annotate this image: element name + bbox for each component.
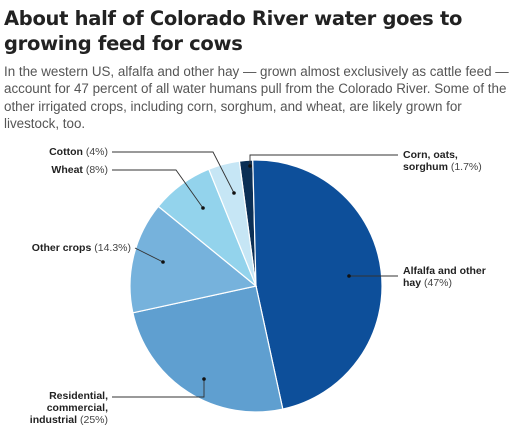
pie-slice-other-crops	[129, 205, 258, 314]
leader-dot	[161, 260, 165, 264]
chart-title: About half of Colorado River water goes …	[4, 7, 463, 55]
slice-label: Alfalfa and other hay (47%)	[403, 265, 486, 289]
slice-label: Corn, oats, sorghum (1.7%)	[403, 149, 482, 173]
leader-lines	[112, 151, 398, 398]
chart-subtitle: In the western US, alfalfa and other hay…	[4, 64, 509, 131]
leader-line	[112, 379, 205, 398]
pie-slice-alfalfa-and-other-hay	[252, 159, 383, 410]
pie-slice-cotton	[208, 160, 257, 287]
slice-labels: Corn, oats, sorghum (1.7%) Alfalfa and oth…	[30, 146, 486, 426]
leader-line	[112, 169, 204, 209]
leader-dot	[201, 206, 205, 210]
pie-slices	[129, 159, 383, 413]
leader-line	[112, 151, 235, 194]
leader-dot	[347, 274, 351, 278]
leader-dot	[202, 377, 206, 381]
leader-line	[134, 247, 164, 263]
slice-label: Residential, commercial, industrial (25%)	[30, 390, 108, 426]
leader-dot	[232, 191, 236, 195]
pie-slice-residential-commercial-industrial	[132, 285, 284, 413]
slice-label: Wheat (8%)	[51, 164, 108, 176]
leader-dot	[248, 164, 252, 168]
slice-label: Cotton (4%)	[49, 146, 108, 158]
slice-label: Other crops (14.3%)	[32, 242, 131, 254]
leader-line	[249, 154, 398, 166]
